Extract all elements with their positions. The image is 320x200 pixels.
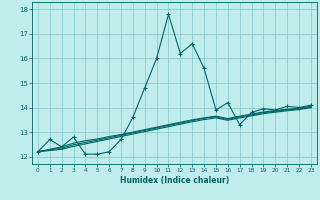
X-axis label: Humidex (Indice chaleur): Humidex (Indice chaleur) bbox=[120, 176, 229, 185]
